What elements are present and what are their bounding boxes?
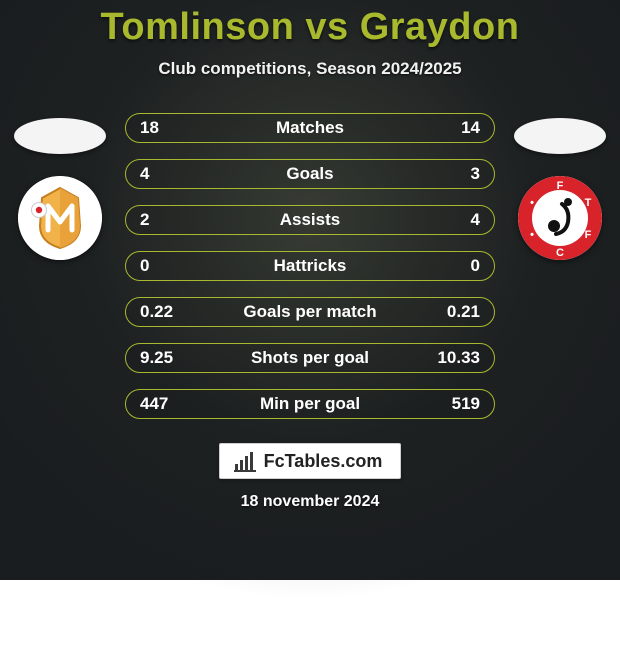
svg-text:F: F: [557, 180, 564, 192]
stat-label: Goals: [200, 164, 420, 184]
stat-row: 4Goals3: [125, 159, 495, 189]
stat-label: Goals per match: [200, 302, 420, 322]
bar-chart-icon: [234, 452, 256, 472]
stat-right-value: 10.33: [420, 348, 480, 368]
club-badge-left: [18, 176, 102, 260]
stat-label: Assists: [200, 210, 420, 230]
stat-label: Min per goal: [200, 394, 420, 414]
stat-right-value: 4: [420, 210, 480, 230]
page-subtitle: Club competitions, Season 2024/2025: [158, 59, 461, 79]
svg-text:•: •: [530, 229, 534, 241]
stat-row: 18Matches14: [125, 113, 495, 143]
brand-logo[interactable]: FcTables.com: [219, 443, 402, 479]
stat-left-value: 9.25: [140, 348, 200, 368]
stat-left-value: 0.22: [140, 302, 200, 322]
date-text: 18 november 2024: [241, 493, 380, 511]
svg-text:•: •: [530, 197, 534, 209]
stat-left-value: 447: [140, 394, 200, 414]
stat-row: 447Min per goal519: [125, 389, 495, 419]
stat-label: Shots per goal: [200, 348, 420, 368]
fleetwood-crest-icon: F T F C • •: [518, 176, 602, 260]
right-column: F T F C • •: [514, 118, 606, 260]
svg-text:T: T: [585, 197, 592, 209]
stat-right-value: 0.21: [420, 302, 480, 322]
footer: FcTables.com 18 november 2024: [219, 443, 402, 511]
player-placeholder-right: [514, 118, 606, 154]
club-badge-right: F T F C • •: [518, 176, 602, 260]
stat-label: Hattricks: [200, 256, 420, 276]
left-column: [14, 118, 106, 260]
player-placeholder-left: [14, 118, 106, 154]
stat-right-value: 519: [420, 394, 480, 414]
stat-right-value: 0: [420, 256, 480, 276]
brand-text: FcTables.com: [264, 451, 383, 472]
stat-left-value: 0: [140, 256, 200, 276]
content: Tomlinson vs Graydon Club competitions, …: [0, 0, 620, 580]
stat-row: 0.22Goals per match0.21: [125, 297, 495, 327]
stat-left-value: 4: [140, 164, 200, 184]
stat-right-value: 3: [420, 164, 480, 184]
stat-row: 0Hattricks0: [125, 251, 495, 281]
svg-text:F: F: [585, 229, 592, 241]
mk-dons-crest-icon: [18, 176, 102, 260]
stat-label: Matches: [200, 118, 420, 138]
stat-left-value: 18: [140, 118, 200, 138]
stat-row: 2Assists4: [125, 205, 495, 235]
stat-right-value: 14: [420, 118, 480, 138]
stat-row: 9.25Shots per goal10.33: [125, 343, 495, 373]
stats-table: 18Matches144Goals32Assists40Hattricks00.…: [125, 113, 495, 419]
stat-left-value: 2: [140, 210, 200, 230]
page-title: Tomlinson vs Graydon: [101, 6, 520, 49]
svg-text:C: C: [556, 247, 564, 259]
